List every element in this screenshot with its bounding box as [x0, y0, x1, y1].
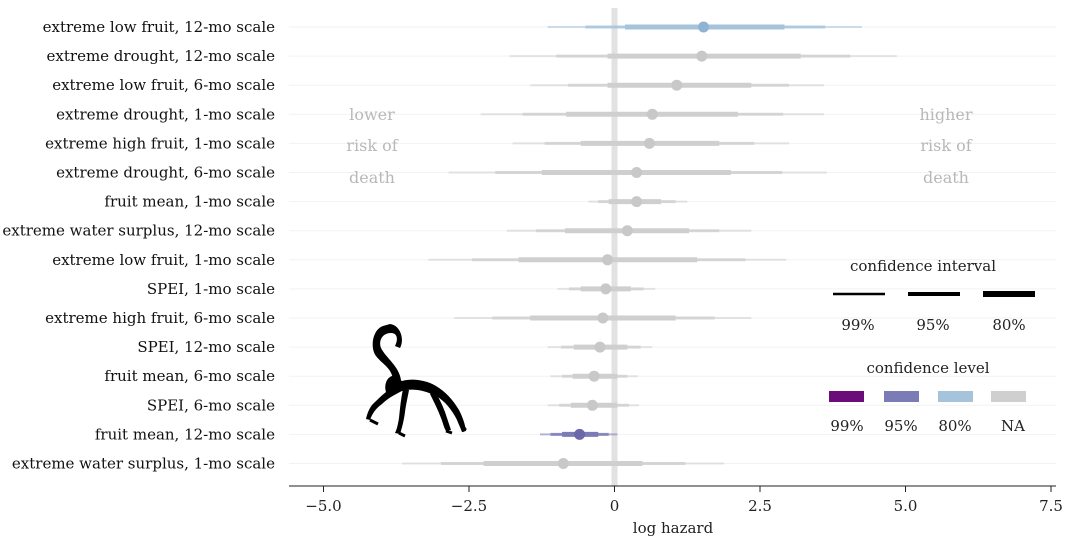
row-label: extreme drought, 1-mo scale	[56, 105, 275, 123]
higher-risk-annotation-line-3: death	[923, 168, 969, 187]
legend-level-80-swatch	[938, 391, 973, 402]
x-tick-label: 7.5	[1039, 497, 1063, 515]
lower-risk-annotation-line-3: death	[349, 168, 395, 187]
row-label: extreme low fruit, 6-mo scale	[52, 76, 275, 94]
point-estimate	[597, 312, 609, 324]
legend-confidence-level: confidence level 99% 95% 80% NA	[829, 359, 1026, 435]
legend-interval-95-label: 95%	[916, 316, 949, 334]
point-estimate	[594, 341, 606, 353]
row-label: extreme drought, 12-mo scale	[47, 47, 276, 65]
row-label: SPEI, 6-mo scale	[147, 396, 275, 414]
higher-risk-annotation-line-2: risk of	[920, 136, 972, 155]
legend-interval-title: confidence interval	[850, 257, 996, 275]
point-estimate	[696, 50, 708, 62]
legend-level-95-swatch	[884, 391, 919, 402]
lower-risk-annotation: lower risk of death	[346, 105, 398, 187]
legend-level-99-swatch	[829, 391, 864, 402]
x-tick-label: 5.0	[894, 497, 918, 515]
row-label: extreme drought, 6-mo scale	[56, 164, 275, 182]
lower-risk-annotation-line-2: risk of	[346, 136, 398, 155]
legend-interval-99-label: 99%	[841, 316, 874, 334]
x-tick-label: 2.5	[748, 497, 772, 515]
legend-level-95-label: 95%	[884, 417, 917, 435]
point-estimate	[698, 21, 710, 33]
row-label: SPEI, 1-mo scale	[147, 280, 275, 298]
row-label: fruit mean, 12-mo scale	[95, 425, 275, 443]
point-estimate	[671, 79, 683, 91]
x-axis-ticks: −5.0 −2.5 0 2.5 5.0 7.5	[305, 486, 1063, 515]
row-label: extreme high fruit, 1-mo scale	[45, 134, 275, 152]
legend-level-na-label: NA	[1001, 417, 1025, 435]
point-estimate	[574, 428, 586, 440]
row-label: extreme low fruit, 12-mo scale	[43, 18, 275, 36]
lower-risk-annotation-line-1: lower	[349, 105, 395, 124]
point-estimate	[621, 225, 633, 237]
row-label: SPEI, 12-mo scale	[137, 338, 275, 356]
row-label: extreme water surplus, 1-mo scale	[12, 455, 275, 473]
point-estimate	[631, 196, 643, 208]
row-label: extreme water surplus, 12-mo scale	[2, 222, 275, 240]
x-axis-label: log hazard	[633, 519, 714, 537]
legend-level-99-label: 99%	[830, 417, 863, 435]
row-label: fruit mean, 1-mo scale	[104, 193, 275, 211]
legend-level-title: confidence level	[866, 359, 989, 377]
spider-monkey-silhouette-icon	[366, 324, 467, 438]
point-estimate	[602, 254, 614, 266]
row-label: extreme low fruit, 1-mo scale	[52, 251, 275, 269]
higher-risk-annotation-line-1: higher	[919, 105, 972, 124]
legend-level-na-swatch	[991, 391, 1026, 402]
point-estimate	[586, 399, 598, 411]
interval-marks	[402, 21, 897, 469]
point-estimate	[588, 370, 600, 382]
point-estimate	[643, 137, 655, 149]
legend-confidence-interval: confidence interval 99% 95% 80%	[833, 257, 1035, 334]
x-tick-label: 0	[610, 497, 620, 515]
point-estimate	[631, 167, 643, 178]
row-label: fruit mean, 6-mo scale	[104, 367, 275, 385]
point-estimate	[557, 458, 569, 469]
point-estimate	[646, 108, 658, 120]
legend-interval-80-label: 80%	[992, 316, 1025, 334]
legend-level-80-label: 80%	[938, 417, 971, 435]
row-labels: extreme low fruit, 12-mo scale extreme dr…	[2, 18, 275, 473]
row-label: extreme high fruit, 6-mo scale	[45, 309, 275, 327]
x-tick-label: −5.0	[305, 497, 341, 515]
point-estimate	[600, 283, 612, 295]
x-tick-label: −2.5	[451, 497, 487, 515]
higher-risk-annotation: higher risk of death	[919, 105, 972, 187]
